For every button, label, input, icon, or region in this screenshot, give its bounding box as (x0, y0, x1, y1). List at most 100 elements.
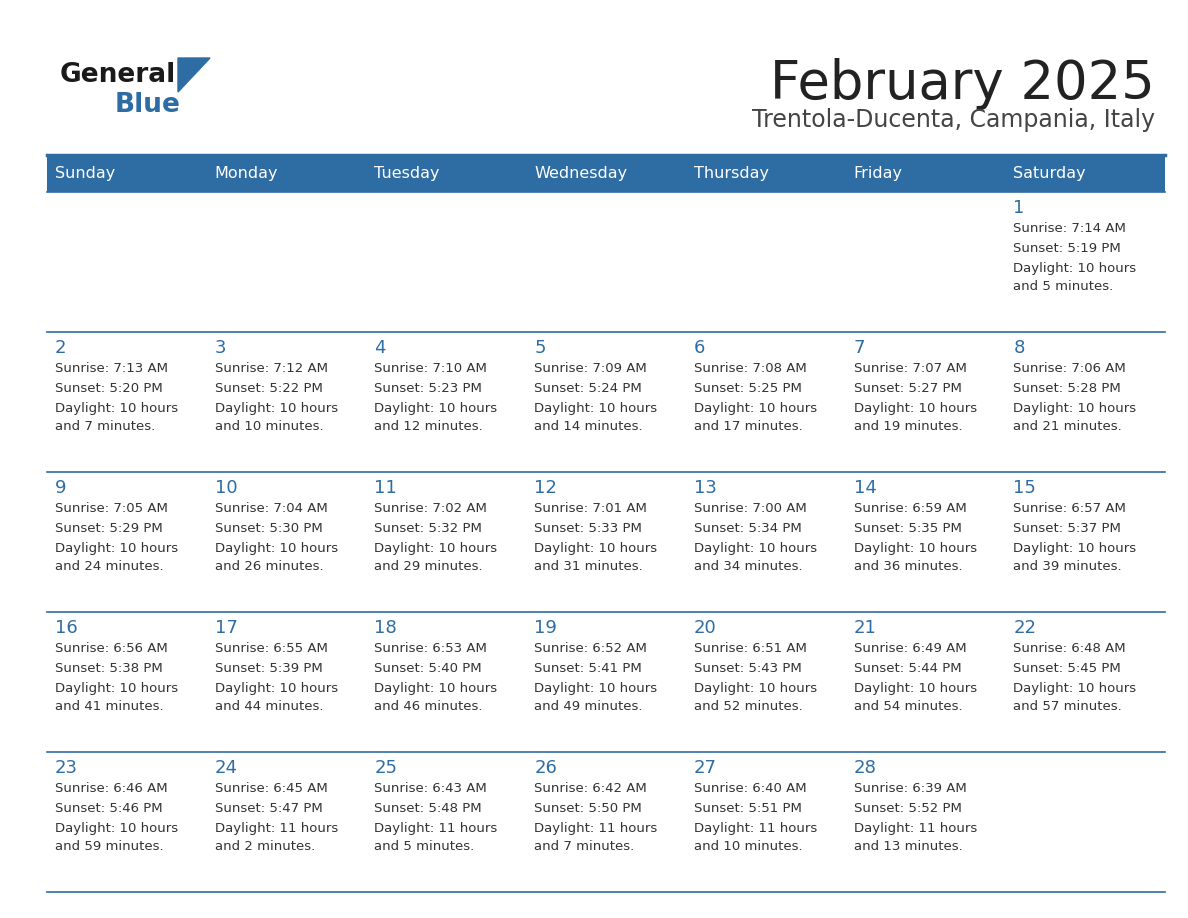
Text: Daylight: 10 hours: Daylight: 10 hours (694, 542, 817, 555)
Text: and 10 minutes.: and 10 minutes. (215, 420, 323, 433)
Text: and 49 minutes.: and 49 minutes. (535, 700, 643, 713)
Text: Sunset: 5:52 PM: Sunset: 5:52 PM (853, 802, 961, 815)
Text: 15: 15 (1013, 479, 1036, 497)
Text: Sunrise: 6:48 AM: Sunrise: 6:48 AM (1013, 642, 1126, 655)
Text: Daylight: 10 hours: Daylight: 10 hours (694, 682, 817, 695)
Text: Daylight: 10 hours: Daylight: 10 hours (215, 402, 337, 415)
Text: 19: 19 (535, 619, 557, 637)
Text: Blue: Blue (115, 92, 181, 118)
Text: and 7 minutes.: and 7 minutes. (535, 840, 634, 853)
Text: Sunrise: 7:06 AM: Sunrise: 7:06 AM (1013, 362, 1126, 375)
Text: Sunset: 5:50 PM: Sunset: 5:50 PM (535, 802, 642, 815)
Text: Sunrise: 7:09 AM: Sunrise: 7:09 AM (535, 362, 647, 375)
Text: General: General (61, 62, 176, 88)
Text: 10: 10 (215, 479, 238, 497)
Text: Sunrise: 6:53 AM: Sunrise: 6:53 AM (374, 642, 487, 655)
Text: 26: 26 (535, 759, 557, 777)
Text: Sunset: 5:33 PM: Sunset: 5:33 PM (535, 522, 642, 535)
Text: Sunset: 5:38 PM: Sunset: 5:38 PM (55, 662, 163, 675)
Text: and 44 minutes.: and 44 minutes. (215, 700, 323, 713)
Text: and 39 minutes.: and 39 minutes. (1013, 560, 1121, 573)
Text: Sunrise: 7:12 AM: Sunrise: 7:12 AM (215, 362, 328, 375)
Text: Tuesday: Tuesday (374, 166, 440, 181)
Text: and 36 minutes.: and 36 minutes. (853, 560, 962, 573)
Text: Sunrise: 6:52 AM: Sunrise: 6:52 AM (535, 642, 647, 655)
Text: Sunset: 5:27 PM: Sunset: 5:27 PM (853, 382, 961, 395)
Polygon shape (178, 58, 210, 92)
Text: Sunset: 5:24 PM: Sunset: 5:24 PM (535, 382, 642, 395)
Text: 13: 13 (694, 479, 716, 497)
Text: Sunset: 5:47 PM: Sunset: 5:47 PM (215, 802, 322, 815)
Text: 22: 22 (1013, 619, 1036, 637)
Text: Sunrise: 6:59 AM: Sunrise: 6:59 AM (853, 502, 966, 515)
Text: Sunrise: 6:42 AM: Sunrise: 6:42 AM (535, 782, 647, 795)
Text: 27: 27 (694, 759, 716, 777)
Text: 23: 23 (55, 759, 78, 777)
Text: 2: 2 (55, 339, 67, 357)
Text: Sunset: 5:22 PM: Sunset: 5:22 PM (215, 382, 323, 395)
Text: 18: 18 (374, 619, 397, 637)
Text: Sunset: 5:34 PM: Sunset: 5:34 PM (694, 522, 802, 535)
Text: Sunset: 5:25 PM: Sunset: 5:25 PM (694, 382, 802, 395)
Text: 11: 11 (374, 479, 397, 497)
Text: Daylight: 10 hours: Daylight: 10 hours (1013, 262, 1137, 275)
Text: Sunset: 5:29 PM: Sunset: 5:29 PM (55, 522, 163, 535)
Text: Daylight: 10 hours: Daylight: 10 hours (55, 542, 178, 555)
Text: 12: 12 (535, 479, 557, 497)
Text: 5: 5 (535, 339, 545, 357)
Text: Daylight: 10 hours: Daylight: 10 hours (374, 542, 498, 555)
Text: and 10 minutes.: and 10 minutes. (694, 840, 802, 853)
Text: Daylight: 11 hours: Daylight: 11 hours (374, 822, 498, 835)
Text: Saturday: Saturday (1013, 166, 1086, 181)
Text: Daylight: 10 hours: Daylight: 10 hours (374, 402, 498, 415)
Text: Sunrise: 6:51 AM: Sunrise: 6:51 AM (694, 642, 807, 655)
Text: Daylight: 10 hours: Daylight: 10 hours (694, 402, 817, 415)
FancyBboxPatch shape (685, 155, 846, 192)
Text: Sunrise: 6:39 AM: Sunrise: 6:39 AM (853, 782, 966, 795)
Text: and 34 minutes.: and 34 minutes. (694, 560, 802, 573)
FancyBboxPatch shape (846, 155, 1005, 192)
Text: Monday: Monday (215, 166, 278, 181)
Text: and 52 minutes.: and 52 minutes. (694, 700, 803, 713)
Text: Sunrise: 7:14 AM: Sunrise: 7:14 AM (1013, 222, 1126, 235)
Text: 1: 1 (1013, 199, 1025, 217)
Text: Daylight: 10 hours: Daylight: 10 hours (1013, 542, 1137, 555)
Text: Sunset: 5:41 PM: Sunset: 5:41 PM (535, 662, 642, 675)
Text: Sunday: Sunday (55, 166, 115, 181)
Text: Sunset: 5:20 PM: Sunset: 5:20 PM (55, 382, 163, 395)
Text: Sunset: 5:32 PM: Sunset: 5:32 PM (374, 522, 482, 535)
Text: 8: 8 (1013, 339, 1025, 357)
Text: Sunset: 5:40 PM: Sunset: 5:40 PM (374, 662, 482, 675)
Text: Sunset: 5:46 PM: Sunset: 5:46 PM (55, 802, 163, 815)
Text: Sunrise: 7:01 AM: Sunrise: 7:01 AM (535, 502, 647, 515)
Text: Sunrise: 7:05 AM: Sunrise: 7:05 AM (55, 502, 168, 515)
Text: Sunrise: 7:13 AM: Sunrise: 7:13 AM (55, 362, 168, 375)
FancyBboxPatch shape (1005, 155, 1165, 192)
Text: and 59 minutes.: and 59 minutes. (55, 840, 164, 853)
Text: Daylight: 11 hours: Daylight: 11 hours (853, 822, 977, 835)
Text: Friday: Friday (853, 166, 903, 181)
Text: and 2 minutes.: and 2 minutes. (215, 840, 315, 853)
Text: Daylight: 10 hours: Daylight: 10 hours (853, 542, 977, 555)
Text: and 57 minutes.: and 57 minutes. (1013, 700, 1121, 713)
Text: 20: 20 (694, 619, 716, 637)
Text: Sunrise: 6:45 AM: Sunrise: 6:45 AM (215, 782, 328, 795)
Text: Daylight: 10 hours: Daylight: 10 hours (55, 402, 178, 415)
Text: Daylight: 10 hours: Daylight: 10 hours (55, 822, 178, 835)
Text: Sunset: 5:43 PM: Sunset: 5:43 PM (694, 662, 802, 675)
FancyBboxPatch shape (526, 155, 685, 192)
Text: Daylight: 10 hours: Daylight: 10 hours (535, 682, 657, 695)
Text: Daylight: 10 hours: Daylight: 10 hours (853, 402, 977, 415)
Text: February 2025: February 2025 (770, 58, 1155, 110)
Text: 4: 4 (374, 339, 386, 357)
Text: Sunrise: 7:02 AM: Sunrise: 7:02 AM (374, 502, 487, 515)
Text: Sunrise: 7:04 AM: Sunrise: 7:04 AM (215, 502, 328, 515)
Text: Sunrise: 6:55 AM: Sunrise: 6:55 AM (215, 642, 328, 655)
Text: and 12 minutes.: and 12 minutes. (374, 420, 484, 433)
Text: Sunrise: 7:07 AM: Sunrise: 7:07 AM (853, 362, 967, 375)
Text: and 7 minutes.: and 7 minutes. (55, 420, 156, 433)
FancyBboxPatch shape (207, 155, 366, 192)
FancyBboxPatch shape (48, 332, 1165, 472)
Text: Sunset: 5:44 PM: Sunset: 5:44 PM (853, 662, 961, 675)
Text: 7: 7 (853, 339, 865, 357)
